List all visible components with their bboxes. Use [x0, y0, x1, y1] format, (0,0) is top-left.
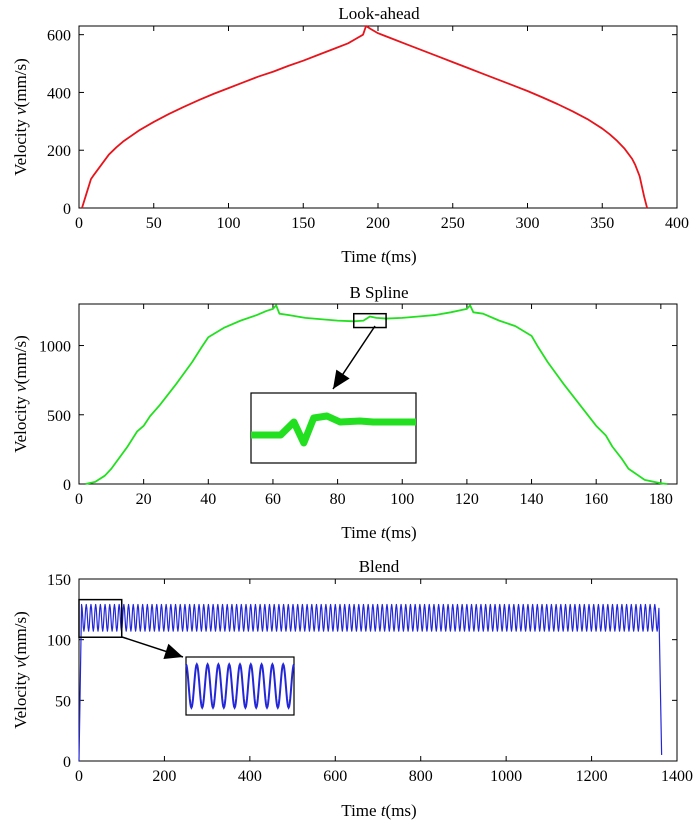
x-tick-label: 50: [146, 215, 162, 232]
look-ahead-x-ticks: 0 50 100 150 200 250 300 350 400: [75, 26, 689, 232]
y-tick-label: 200: [47, 143, 71, 160]
x-tick-label: 350: [590, 215, 614, 232]
x-tick-label: 400: [665, 215, 689, 232]
y-tick-label: 1000: [39, 339, 71, 356]
blend-y-ticks: 0 50 100 150: [47, 572, 677, 771]
look-ahead-y-label: Velocity v(mm/s): [11, 58, 30, 176]
look-ahead-panel: Look-ahead 0 50 100 150 200 250 300 350 400 0 200…: [11, 4, 689, 266]
inset-series-line: [251, 412, 416, 447]
x-tick-label: 200: [366, 215, 390, 232]
zoom-arrow-head: [163, 643, 183, 659]
x-tick-label: 20: [136, 491, 152, 508]
x-tick-label: 40: [200, 491, 216, 508]
x-tick-label: 400: [238, 768, 262, 785]
y-tick-label: 0: [63, 201, 71, 218]
x-tick-label: 600: [323, 768, 347, 785]
b-spline-series: [85, 304, 668, 485]
zoom-region-box: [78, 598, 123, 638]
x-tick-label: 800: [409, 768, 433, 785]
b-spline-title: B Spline: [349, 283, 408, 302]
series-line: [81, 25, 648, 209]
blend-plot-frame: [78, 578, 678, 762]
y-tick-label: 50: [55, 693, 71, 710]
look-ahead-series: [81, 25, 648, 209]
b-spline-x-label: Time t(ms): [341, 523, 416, 542]
b-spline-x-ticks: 0 20 40 60 80 100 120 140 160 180: [75, 304, 673, 508]
x-tick-label: 150: [291, 215, 315, 232]
x-tick-label: 0: [75, 768, 83, 785]
y-tick-label: 0: [63, 754, 71, 771]
look-ahead-x-label: Time t(ms): [341, 247, 416, 266]
b-spline-zoom-inset: [250, 312, 417, 464]
x-tick-label: 200: [152, 768, 176, 785]
y-tick-label: 0: [63, 477, 71, 494]
zoom-arrow-head: [333, 369, 350, 389]
x-tick-label: 60: [265, 491, 281, 508]
b-spline-y-label: Velocity v(mm/s): [11, 335, 30, 453]
x-tick-label: 120: [455, 491, 479, 508]
x-tick-label: 0: [75, 491, 83, 508]
inset-frame: [250, 392, 417, 464]
series-line: [85, 304, 668, 485]
x-tick-label: 140: [520, 491, 544, 508]
b-spline-panel: B Spline 0 20 40 60 80 100 120 140 160 180 0 500 10…: [11, 283, 678, 542]
y-tick-label: 500: [47, 408, 71, 425]
x-tick-label: 1000: [490, 768, 522, 785]
y-tick-label: 600: [47, 28, 71, 45]
x-tick-label: 1400: [661, 768, 693, 785]
b-spline-plot-frame: [78, 303, 678, 485]
look-ahead-title: Look-ahead: [338, 4, 420, 23]
y-tick-label: 150: [47, 572, 71, 589]
look-ahead-plot-frame: [78, 25, 678, 209]
blend-series: [78, 603, 663, 762]
blend-panel: Blend 0 200 400 600 800 1000 1200 1400 0 50 100 15…: [11, 557, 693, 820]
zoom-region-box: [353, 312, 387, 329]
look-ahead-y-ticks: 0 200 400 600: [47, 28, 677, 218]
y-tick-label: 400: [47, 85, 71, 102]
x-tick-label: 180: [649, 491, 673, 508]
blend-y-label: Velocity v(mm/s): [11, 611, 30, 729]
blend-x-ticks: 0 200 400 600 800 1000 1200 1400: [75, 579, 693, 785]
blend-x-label: Time t(ms): [341, 801, 416, 820]
blend-title: Blend: [359, 557, 400, 576]
y-tick-label: 100: [47, 633, 71, 650]
inset-series-line: [185, 662, 295, 710]
x-tick-label: 300: [516, 215, 540, 232]
b-spline-y-ticks: 0 500 1000: [39, 339, 677, 494]
x-tick-label: 160: [584, 491, 608, 508]
blend-zoom-inset: [78, 598, 295, 716]
x-tick-label: 100: [217, 215, 241, 232]
x-tick-label: 250: [441, 215, 465, 232]
series-line: [78, 603, 663, 762]
x-tick-label: 100: [390, 491, 414, 508]
x-tick-label: 1200: [576, 768, 608, 785]
x-tick-label: 80: [330, 491, 346, 508]
x-tick-label: 0: [75, 215, 83, 232]
